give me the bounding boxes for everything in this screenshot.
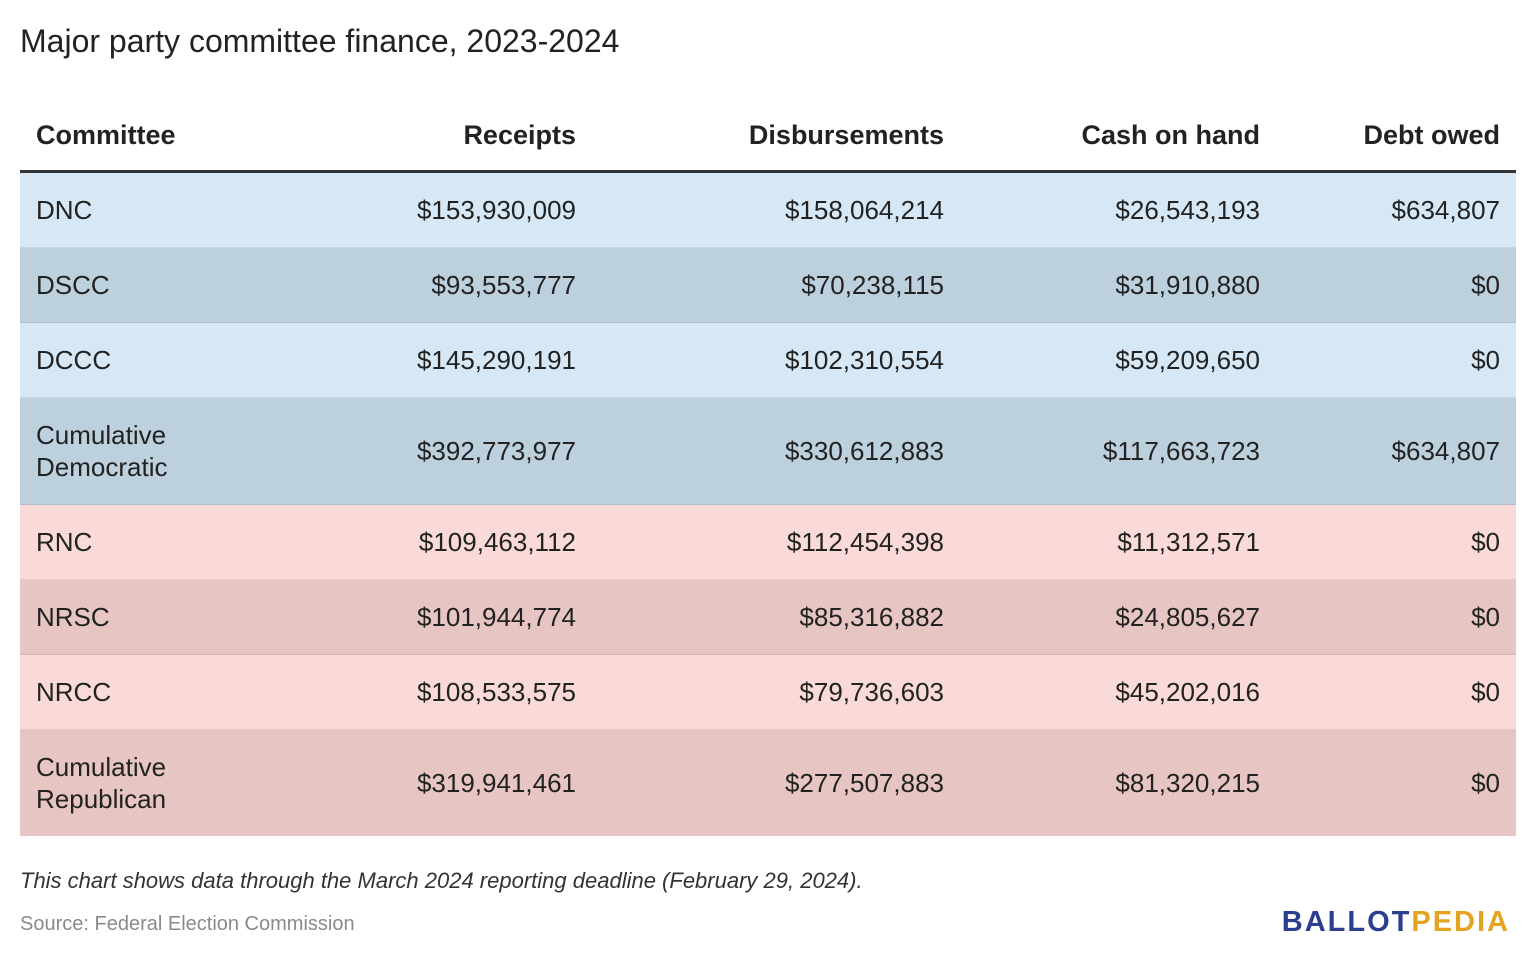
committee-cell: NRCC [20,654,220,730]
committee-cell: Cumulative Republican [20,729,220,836]
value-cell: $31,910,880 [960,247,1276,323]
value-cell: $330,612,883 [592,397,960,505]
table-row: NRSC $101,944,774 $85,316,882 $24,805,627 $0 [20,579,1516,655]
finance-table: Committee Receipts Disbursements Cash on ha… [20,100,1516,836]
logo-part: PEDIA [1411,906,1510,938]
value-cell: $101,944,774 [220,579,592,655]
title: Major party committee finance, 2023-2024 [20,23,620,59]
committee-cell: NRSC [20,579,220,655]
committee-cell: RNC [20,504,220,580]
logo-part: BALLOT [1281,906,1412,938]
logo: BALLOTPEDIA [1282,906,1510,939]
committee-cell: DCCC [20,322,220,398]
table-body: DNC $153,930,009 $158,064,214 $26,543,193 $6… [20,171,1516,836]
value-cell: $26,543,193 [960,171,1276,248]
value-cell: $153,930,009 [220,171,592,248]
value-cell: $59,209,650 [960,322,1276,398]
header-cell: Committee [20,100,220,173]
value-cell: $319,941,461 [220,729,592,836]
value-cell: $117,663,723 [960,397,1276,505]
table-row: RNC $109,463,112 $112,454,398 $11,312,571 $0 [20,504,1516,580]
value-cell: $45,202,016 [960,654,1276,730]
value-cell: $24,805,627 [960,579,1276,655]
value-cell: $112,454,398 [592,504,960,580]
value-cell: $109,463,112 [220,504,592,580]
value-cell: $11,312,571 [960,504,1276,580]
header-cell: Disbursements [592,100,960,173]
value-cell: $145,290,191 [220,322,592,398]
header-row: Committee Receipts Disbursements Cash on ha… [20,100,1516,173]
value-cell: $108,533,575 [220,654,592,730]
value-cell: $70,238,115 [592,247,960,323]
source: Source: Federal Election Commission [20,913,355,935]
header-cell: Receipts [220,100,592,173]
committee-cell: DSCC [20,247,220,323]
value-cell: $392,773,977 [220,397,592,505]
value-cell: $0 [1276,579,1516,655]
value-cell: $0 [1276,504,1516,580]
header-cell: Debt owed [1276,100,1516,173]
table-row: Cumulative Republican $319,941,461 $277,50… [20,729,1516,836]
header-cell: Cash on hand [960,100,1276,173]
value-cell: $85,316,882 [592,579,960,655]
committee-cell: Cumulative Democratic [20,397,220,505]
value-cell: $102,310,554 [592,322,960,398]
footnote: This chart shows data through the March … [20,868,863,893]
value-cell: $634,807 [1276,397,1516,505]
committee-cell: DNC [20,171,220,248]
table-row: Cumulative Democratic $392,773,977 $330,61… [20,397,1516,505]
value-cell: $0 [1276,322,1516,398]
table-row: DCCC $145,290,191 $102,310,554 $59,209,650 $… [20,322,1516,398]
value-cell: $79,736,603 [592,654,960,730]
table-row: NRCC $108,533,575 $79,736,603 $45,202,016 $0 [20,654,1516,730]
value-cell: $158,064,214 [592,171,960,248]
value-cell: $0 [1276,729,1516,836]
value-cell: $93,553,777 [220,247,592,323]
table-row: DNC $153,930,009 $158,064,214 $26,543,193 $6… [20,171,1516,248]
table-row: DSCC $93,553,777 $70,238,115 $31,910,880 $0 [20,247,1516,323]
value-cell: $0 [1276,247,1516,323]
value-cell: $634,807 [1276,171,1516,248]
value-cell: $81,320,215 [960,729,1276,836]
value-cell: $0 [1276,654,1516,730]
value-cell: $277,507,883 [592,729,960,836]
